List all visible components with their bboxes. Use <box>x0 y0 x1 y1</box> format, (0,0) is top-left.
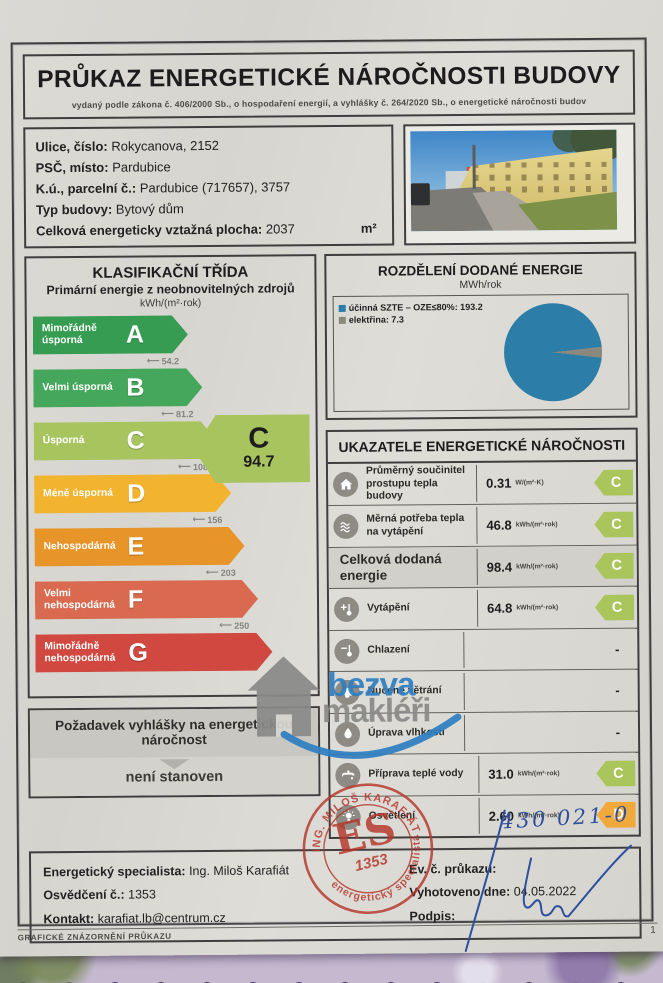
grade-badge: C <box>596 760 635 786</box>
legend-item: elektřina: 7.3 <box>338 314 483 325</box>
legend-swatch <box>338 304 346 312</box>
main-columns: KLASIFIKAČNÍ TŘÍDA Primární energie z ne… <box>24 251 641 842</box>
building-info-box: Ulice, číslo: Rokycanova, 2152 PSČ, míst… <box>23 124 395 249</box>
building-parcel: K.ú., parcelní č.: Pardubice (717657), 3… <box>35 179 291 197</box>
certificate-sheet: PRŮKAZ ENERGETICKÉ NÁROČNOSTI BUDOVY vyd… <box>0 0 663 957</box>
humidity-icon <box>334 721 361 747</box>
threshold-marker: ⟵ 203 <box>205 567 236 578</box>
energy-class-b: Velmi úsporná B ⟵ 81.2 <box>33 367 309 422</box>
energy-class-f: Velmi nehospodárná F ⟵ 250 <box>35 579 311 634</box>
tap-icon <box>335 762 361 788</box>
window-row <box>474 174 608 181</box>
classification-panel: KLASIFIKAČNÍ TŘÍDA Primární energie z ne… <box>24 254 320 699</box>
pie-unit: MWh/rok <box>459 278 502 292</box>
certificate-header: PRŮKAZ ENERGETICKÉ NÁROČNOSTI BUDOVY vyd… <box>22 49 636 120</box>
energy-class-e: Nehospodárná E ⟵ 203 <box>34 526 310 581</box>
energy-class-arrow: Mimořádně úsporná A <box>33 315 188 354</box>
energy-class-arrow: Méně úsporná D <box>34 474 231 514</box>
grade-badge: C <box>594 511 633 537</box>
grade-badge: C <box>594 469 633 495</box>
requirement-box: Požadavek vyhlášky na energetickou nároč… <box>27 706 321 799</box>
area-unit: m² <box>360 220 377 236</box>
threshold-marker: ⟵ 81.2 <box>161 408 194 419</box>
indicator-row-cooling: Chlazení - <box>329 628 638 673</box>
energy-distribution-panel: ROZDĚLENÍ DODANÉ ENERGIE MWh/rok účinná … <box>324 251 638 421</box>
pie-chart-area: účinná SZTE – OZE≤80%: 193.2 elektřina: … <box>332 293 630 413</box>
evidence-number-handwritten: 430 021-0 <box>499 802 631 834</box>
indicator-row-humidity: Úprava vlhkosti - <box>329 711 639 756</box>
building-city: PSČ, místo: Pardubice <box>35 159 171 176</box>
right-column: ROZDĚLENÍ DODANÉ ENERGIE MWh/rok účinná … <box>324 251 641 840</box>
indicator-row-heat-transfer: Průměrný součinitel prostupu tepla budov… <box>327 461 637 507</box>
page-subtitle: vydaný podle zákona č. 406/2000 Sb., o h… <box>71 95 587 111</box>
building-street: Ulice, číslo: Rokycanova, 2152 <box>35 137 220 155</box>
grade-badge: C <box>595 553 634 579</box>
fan-icon <box>334 679 360 706</box>
classification-title: KLASIFIKAČNÍ TŘÍDA <box>92 263 249 283</box>
page-title: PRŮKAZ ENERGETICKÉ NÁROČNOSTI BUDOVY <box>37 61 621 94</box>
indicators-title: UKAZATELE ENERGETICKÉ NÁROČNOSTI <box>327 429 636 465</box>
indicator-row-total-energy: Celková dodaná energie 98.4 kWh/(m²·rok) C <box>328 545 637 590</box>
window-row <box>474 161 608 168</box>
thermometer-plus-icon <box>333 596 360 623</box>
energy-class-a: Mimořádně úsporná A ⟵ 54.2 <box>33 314 309 369</box>
current-class-indicator: C 94.7 <box>194 414 311 483</box>
building-area: Celková energeticky vztažná plocha: 2037… <box>36 218 382 242</box>
house-icon <box>332 472 359 498</box>
classification-subtitle: Primární energie z neobnovitelných zdroj… <box>46 281 295 298</box>
lamp-post <box>472 144 476 189</box>
specialist-stamp: ING. MILOŠ KARAFIÁT energetický speciali… <box>300 779 434 915</box>
building-type: Typ budovy: Bytový dům <box>35 201 184 218</box>
indicator-row-heating-need: Měrná potřeba tepla na vytápění 46.8 kWh/… <box>328 503 637 548</box>
heat-waves-icon <box>333 513 359 540</box>
energy-class-arrow: Úsporná C <box>34 421 217 460</box>
energy-scale: Mimořádně úsporná A ⟵ 54.2 Velmi úsporná B … <box>33 314 312 688</box>
pie-legend: účinná SZTE – OZE≤80%: 193.2 elektřina: … <box>338 302 483 327</box>
building-photo-frame <box>403 122 637 246</box>
classification-unit: kWh/(m²·rok) <box>139 297 202 310</box>
requirement-title: Požadavek vyhlášky na energetickou nároč… <box>29 708 319 759</box>
thermometer-minus-icon <box>334 638 360 664</box>
threshold-marker: ⟵ 108 <box>177 461 208 472</box>
threshold-marker: ⟵ 156 <box>192 514 223 525</box>
grade-badge: C <box>595 594 634 620</box>
energy-class-g: Mimořádně nehospodárná G <box>35 632 311 687</box>
footer-caption: GRAFICKÉ ZNÁZORNĚNÍ PRŮKAZU <box>17 931 172 943</box>
energy-class-arrow: Velmi úsporná B <box>33 368 202 407</box>
legend-item: účinná SZTE – OZE≤80%: 193.2 <box>338 302 483 313</box>
energy-class-arrow: Mimořádně nehospodárná G <box>35 633 272 673</box>
building-photo <box>410 129 618 232</box>
classification-column: KLASIFIKAČNÍ TŘÍDA Primární energie z ne… <box>24 254 321 799</box>
building-info-row: Ulice, číslo: Rokycanova, 2152 PSČ, míst… <box>23 122 637 249</box>
energy-class-arrow: Nehospodárná E <box>34 527 244 567</box>
threshold-marker: ⟵ 54.2 <box>146 355 180 367</box>
energy-class-arrow: Velmi nehospodárná F <box>35 580 258 620</box>
threshold-marker: ⟵ 250 <box>219 620 250 631</box>
parked-car <box>410 183 430 206</box>
requirement-value: není stanoven <box>30 756 319 797</box>
handwritten-signature: 430 021-0 <box>464 802 632 952</box>
indicator-row-hot-water: Příprava teplé vody 31.0 kWh/(m²·rok) C <box>330 752 639 797</box>
pie-title: ROZDĚLENÍ DODANÉ ENERGIE <box>377 262 583 279</box>
pie-chart <box>503 303 603 402</box>
indicator-row-ventilation: Nucené větrání - <box>329 669 638 714</box>
indicator-row-heating: Vytápění 64.8 kWh/(m²·rok) C <box>328 586 638 631</box>
legend-swatch <box>338 316 346 324</box>
chevron-down-icon <box>159 759 190 770</box>
